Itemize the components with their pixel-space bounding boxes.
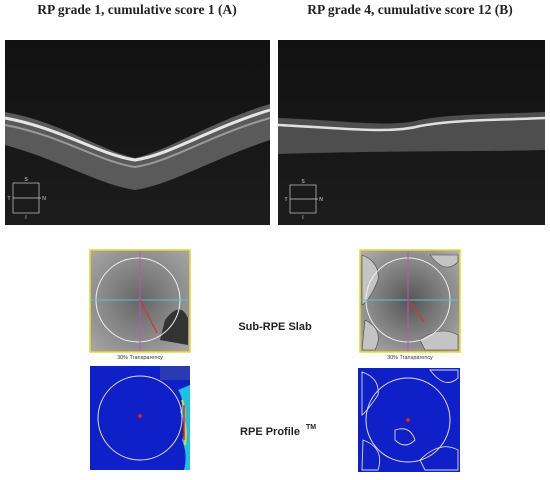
retina-layers xyxy=(278,112,545,154)
grid-circle xyxy=(365,377,451,463)
center-point xyxy=(406,418,410,422)
orientation-label: S xyxy=(24,177,28,183)
profile-corner xyxy=(160,366,190,380)
orientation-label: S xyxy=(301,179,305,185)
transparency-label: 30% Transparency xyxy=(387,355,433,361)
orientation-label: T xyxy=(7,196,10,202)
slab-image-a xyxy=(89,249,191,353)
orientation-label: T xyxy=(284,197,287,203)
row-label: RPE Profile xyxy=(240,426,300,438)
panel-title: RP grade 4, cumulative score 12 (B) xyxy=(307,2,513,17)
rpe-band xyxy=(4,108,271,162)
grid-circle xyxy=(97,375,183,461)
oct-scan-b: S T N I xyxy=(277,40,546,225)
panel-title: RP grade 1, cumulative score 1 (A) xyxy=(37,2,237,17)
transparency-label: 30% Transparency xyxy=(117,355,163,361)
rpe-band xyxy=(277,116,546,132)
row-label: Sub-RPE Slab xyxy=(238,321,312,333)
orientation-label: N xyxy=(42,196,46,202)
slab-image-b xyxy=(359,249,461,353)
retina-layers xyxy=(5,104,270,190)
orientation-label: I xyxy=(25,215,26,221)
atrophy-outlines xyxy=(361,369,459,471)
choroid-band xyxy=(4,117,271,169)
orientation-label: I xyxy=(302,215,303,221)
scan-line xyxy=(139,299,158,334)
scan-line xyxy=(407,299,425,323)
oct-scan-a: S T N I xyxy=(4,40,271,225)
atrophy-regions xyxy=(361,254,459,351)
profile-image-b xyxy=(358,368,460,472)
orientation-label: N xyxy=(319,197,323,203)
trademark: TM xyxy=(306,424,316,431)
center-point xyxy=(138,414,142,418)
profile-image-a xyxy=(90,366,190,470)
dark-region xyxy=(160,309,188,345)
elevation-region xyxy=(178,385,190,470)
